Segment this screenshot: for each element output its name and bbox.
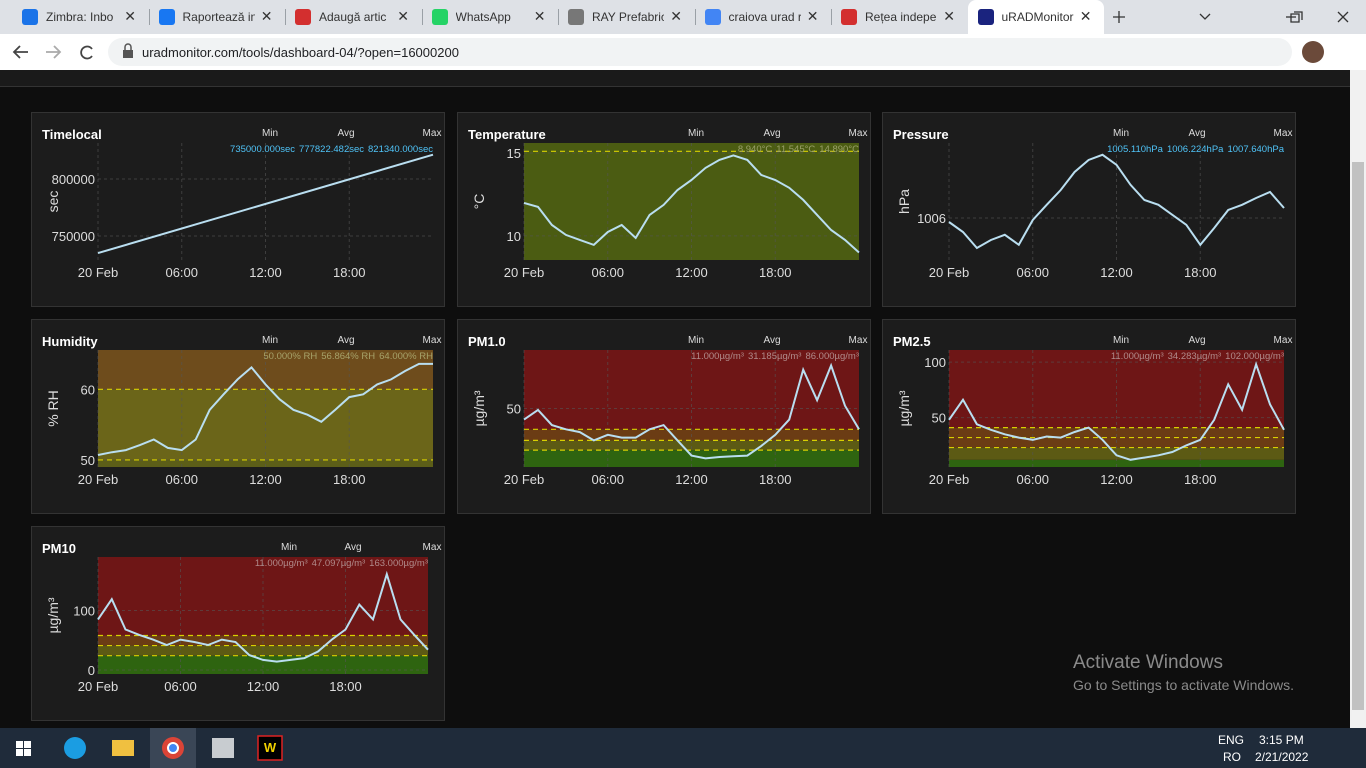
watermark-subtitle: Go to Settings to activate Windows. — [1073, 677, 1294, 693]
tab-separator — [694, 9, 696, 25]
tab-title: Rețea indeper — [865, 10, 937, 24]
scrollbar[interactable] — [1350, 70, 1366, 728]
tab[interactable]: Zimbra: Inbo ✕ — [12, 0, 148, 34]
dashboard — [0, 70, 1350, 728]
tab-title: uRADMonitor — [1001, 10, 1074, 24]
clock-date[interactable]: 2/21/2022 — [1255, 750, 1309, 764]
tab-close[interactable]: ✕ — [397, 8, 409, 24]
keyboard-layout[interactable]: RO — [1223, 750, 1241, 764]
tab[interactable]: Raportează in ✕ — [149, 0, 285, 34]
clock-time[interactable]: 3:15 PM — [1259, 733, 1304, 747]
tab-separator — [421, 9, 423, 25]
url[interactable]: uradmonitor.com/tools/dashboard-04/?open… — [142, 45, 459, 60]
tab-icon — [295, 9, 311, 25]
close[interactable] — [1337, 11, 1349, 23]
watermark-title: Activate Windows — [1073, 652, 1223, 673]
tab[interactable]: uRADMonitor ✕ — [967, 0, 1104, 34]
maximize[interactable] — [1290, 11, 1303, 23]
tab-search[interactable] — [1199, 13, 1211, 20]
tab-title: Raportează in — [182, 10, 255, 24]
tab-icon — [22, 9, 38, 25]
header-strip — [0, 70, 1350, 87]
tab[interactable]: RAY Prefabric ✕ — [558, 0, 694, 34]
tab-title: Adaugă artic — [319, 10, 387, 24]
tab-icon — [431, 9, 448, 25]
tab-close[interactable]: ✕ — [124, 8, 136, 24]
tab-separator — [558, 9, 559, 25]
omnibox[interactable]: uradmonitor.com/tools/dashboard-04/?open… — [108, 38, 1292, 66]
nav-buttons[interactable] — [0, 34, 100, 70]
tab-close[interactable]: ✕ — [1079, 8, 1092, 24]
tab-icon — [158, 9, 175, 25]
tab-bar: Zimbra: Inbo ✕ Raportează in ✕ Adaugă artic ✕… — [0, 0, 1366, 34]
lock-icon — [123, 43, 133, 58]
tab[interactable]: WhatsApp ✕ — [422, 0, 558, 34]
tab-separator — [148, 9, 150, 25]
tab[interactable]: craiova urad r ✕ — [695, 0, 831, 34]
profile-avatar[interactable] — [1302, 41, 1324, 63]
tab-icon — [568, 9, 584, 25]
tab-title: WhatsApp — [455, 10, 511, 24]
taskbar-apps[interactable]: W — [0, 728, 300, 768]
tab-close[interactable]: ✕ — [670, 8, 682, 24]
svg-text:W: W — [264, 740, 277, 755]
tab[interactable]: Rețea indeper ✕ — [831, 0, 967, 34]
window-controls[interactable] — [1106, 0, 1366, 34]
tab-close[interactable]: ✕ — [943, 8, 955, 24]
tab-separator — [285, 9, 286, 25]
tab[interactable]: Adaugă artic ✕ — [285, 0, 421, 34]
scroll-thumb[interactable] — [1352, 162, 1364, 710]
language[interactable]: ENG — [1218, 733, 1245, 747]
tab-close[interactable]: ✕ — [260, 8, 273, 24]
tab-icon — [704, 9, 721, 25]
tab-title: craiova urad r — [728, 10, 801, 24]
address-bar: uradmonitor.com/tools/dashboard-04/?open… — [0, 34, 1366, 71]
tab-close[interactable]: ✕ — [533, 8, 546, 24]
tab-separator — [831, 9, 832, 25]
new-tab[interactable] — [1113, 11, 1125, 23]
tab-icon — [977, 9, 994, 25]
tab-close[interactable]: ✕ — [806, 8, 819, 24]
tab-title: RAY Prefabric — [592, 10, 664, 24]
taskbar: W ENG RO 3:15 PM 2/21/2022 — [0, 728, 1366, 768]
tab-icon — [841, 9, 857, 25]
tab-title: Zimbra: Inbo — [46, 10, 114, 24]
